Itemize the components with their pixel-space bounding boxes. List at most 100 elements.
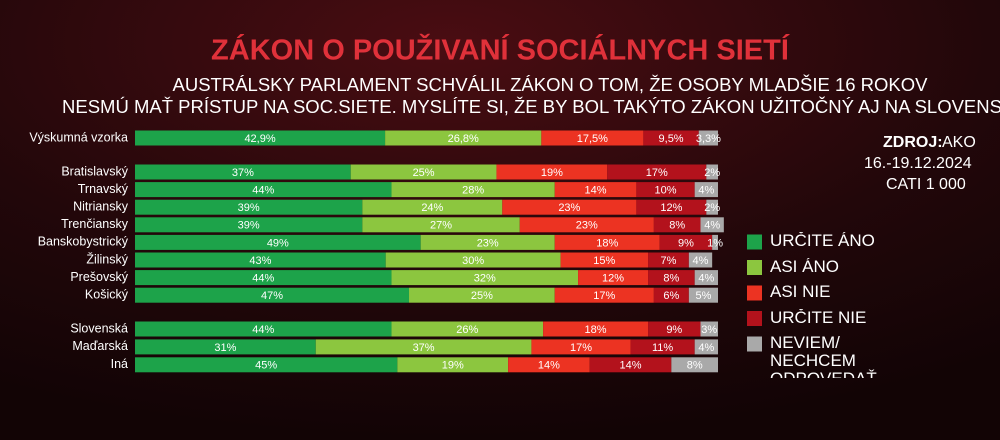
value-label: 19% (541, 167, 563, 179)
bar-segment (688, 287, 718, 303)
legend-item: URČITE NIE (770, 308, 867, 327)
category-label: Trnavský (78, 182, 129, 196)
bar-segment (502, 199, 637, 215)
legend-label: URČITE ÁNO (770, 232, 875, 250)
value-label: 47% (261, 290, 283, 302)
value-label: 49% (267, 237, 289, 249)
legend-item: ASI ÁNO (770, 258, 839, 276)
value-label: 26,8% (448, 133, 479, 145)
category-label: Trenčiansky (61, 217, 129, 231)
value-label: 4% (704, 220, 720, 232)
source-label: ZDROJ: (883, 134, 943, 151)
category-label: Iná (111, 357, 128, 371)
bar-segment (700, 321, 718, 337)
value-label: 8% (687, 360, 703, 372)
value-label: 14% (620, 360, 642, 372)
bar-segment (560, 252, 649, 268)
bar-segment (135, 164, 351, 180)
bar-segment (135, 339, 316, 355)
bar-segment (589, 357, 672, 373)
bar-segment (554, 234, 660, 250)
value-label: 43% (249, 255, 271, 267)
legend-item: ASI NIE (770, 283, 831, 301)
value-label: 23% (576, 220, 598, 232)
value-label: 23% (477, 237, 499, 249)
legend-swatch (747, 260, 762, 275)
bar-segment (135, 270, 392, 286)
legend-swatch (747, 311, 762, 326)
legend-label: NEVIEM/ NECHCEM ODPOVEDAŤ (770, 334, 877, 378)
bar-segment (135, 217, 363, 233)
bar-segment (385, 130, 542, 146)
value-label: 6% (663, 290, 679, 302)
bar-segment (135, 357, 398, 373)
value-label: 24% (421, 202, 443, 214)
legend-swatch (747, 234, 762, 250)
value-label: 14% (585, 185, 607, 197)
category-label: Žilinský (86, 251, 128, 266)
bar-segment (531, 339, 631, 355)
value-label: 12% (660, 202, 682, 214)
value-label: 8% (669, 220, 685, 232)
legend-label: ASI NIE (770, 283, 831, 301)
bar-segment (135, 287, 410, 303)
value-label: 7% (660, 255, 676, 267)
bar-segment (706, 199, 718, 215)
value-label: 37% (232, 167, 254, 179)
value-label: 26% (456, 324, 478, 336)
bar-segment (397, 357, 509, 373)
bar-segment (648, 270, 695, 286)
value-label: 42,9% (244, 133, 275, 145)
value-label: 9,5% (659, 133, 684, 145)
bar-segment (135, 234, 421, 250)
category-label: Maďarská (72, 339, 128, 353)
category-label: Nitriansky (73, 199, 129, 213)
legend-swatch (747, 336, 762, 352)
bar-segment (636, 182, 695, 198)
bar-segment (554, 182, 637, 198)
value-label: 18% (596, 237, 618, 249)
value-label: 44% (252, 273, 274, 285)
value-label: 14% (538, 360, 560, 372)
value-label: 1% (707, 237, 723, 249)
value-label: 15% (593, 255, 615, 267)
value-label: 25% (413, 167, 435, 179)
bar-segment (362, 199, 503, 215)
category-label: Banskobystrický (38, 235, 129, 249)
bar-segment (391, 321, 544, 337)
category-label: Košický (85, 287, 129, 301)
bar-segment (578, 270, 649, 286)
value-label: 3,3% (696, 133, 721, 145)
bar-segment (648, 252, 689, 268)
bar-segment (607, 164, 707, 180)
bar-segment (698, 130, 718, 146)
value-label: 19% (442, 360, 464, 372)
category-label: Výskumná vzorka (29, 130, 128, 144)
bar-segment (543, 321, 649, 337)
value-label: 25% (471, 290, 493, 302)
value-label: 2% (704, 202, 720, 214)
value-label: 39% (238, 220, 260, 232)
value-label: 31% (214, 342, 236, 354)
bar-segment (653, 217, 701, 233)
bar-segment (706, 164, 718, 180)
source: AKO (942, 134, 976, 151)
bar-segment (135, 199, 363, 215)
value-label: 45% (255, 360, 277, 372)
bar-segment (508, 357, 590, 373)
bar-segment (135, 252, 386, 268)
bar-segment (135, 321, 392, 337)
bar-segment (362, 217, 520, 233)
bar-segment (391, 270, 579, 286)
legend-label: URČITE NIE (770, 308, 867, 327)
value-label: 3% (701, 324, 717, 336)
bar-segment (391, 182, 555, 198)
bar-segment (688, 252, 713, 268)
subtitle: NESMÚ MAŤ PRÍSTUP NA SOC.SIETE. MYSLÍTE … (62, 96, 1000, 117)
bar-segment (659, 234, 713, 250)
value-label: 10% (655, 185, 677, 197)
value-label: 23% (558, 202, 580, 214)
bar-segment (694, 339, 718, 355)
value-label: 4% (698, 273, 714, 285)
bar-segment (409, 287, 555, 303)
